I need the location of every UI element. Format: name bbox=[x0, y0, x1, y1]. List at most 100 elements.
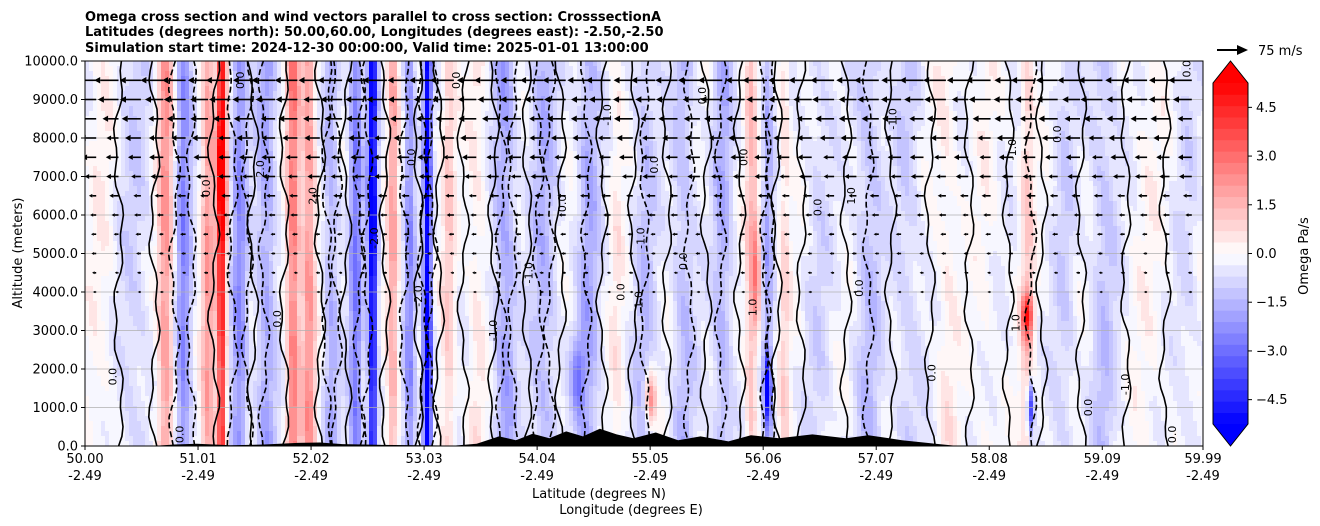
omega-cell bbox=[237, 321, 242, 327]
omega-cell bbox=[261, 246, 266, 252]
omega-cell bbox=[121, 246, 126, 252]
omega-cell bbox=[157, 356, 162, 362]
omega-cell bbox=[161, 131, 166, 137]
omega-cell bbox=[105, 236, 110, 242]
omega-cell bbox=[329, 316, 334, 322]
omega-cell bbox=[309, 216, 314, 222]
omega-cell bbox=[89, 246, 94, 252]
omega-cell bbox=[145, 171, 150, 177]
omega-cell bbox=[237, 401, 242, 407]
omega-cell bbox=[117, 126, 122, 132]
omega-cell bbox=[277, 231, 282, 237]
omega-cell bbox=[245, 256, 250, 262]
omega-cell bbox=[177, 351, 182, 357]
omega-cell bbox=[105, 436, 110, 442]
omega-cell bbox=[221, 401, 226, 407]
omega-cell bbox=[281, 221, 286, 227]
omega-cell bbox=[137, 321, 142, 327]
omega-cell bbox=[289, 421, 294, 427]
omega-cell bbox=[337, 111, 342, 117]
omega-cell bbox=[85, 161, 90, 167]
omega-cell bbox=[161, 201, 166, 207]
omega-cell bbox=[89, 436, 94, 442]
omega-cell bbox=[341, 376, 346, 382]
omega-cell bbox=[85, 176, 90, 182]
omega-cell bbox=[97, 371, 102, 377]
omega-cell bbox=[141, 301, 146, 307]
omega-cell bbox=[229, 351, 234, 357]
omega-cell bbox=[225, 71, 230, 77]
omega-cell bbox=[89, 381, 94, 387]
omega-cell bbox=[137, 106, 142, 112]
omega-cell bbox=[177, 321, 182, 327]
omega-cell bbox=[133, 126, 138, 132]
omega-cell bbox=[233, 281, 238, 287]
omega-cell bbox=[221, 431, 226, 437]
omega-cell bbox=[293, 311, 298, 317]
omega-cell bbox=[181, 391, 186, 397]
omega-cell bbox=[161, 341, 166, 347]
omega-cell bbox=[333, 146, 338, 152]
omega-cell bbox=[105, 286, 110, 292]
omega-cell bbox=[205, 181, 210, 187]
omega-cell bbox=[253, 216, 258, 222]
omega-cell bbox=[169, 411, 174, 417]
omega-cell bbox=[109, 331, 114, 337]
omega-cell bbox=[145, 221, 150, 227]
omega-cell bbox=[137, 91, 142, 97]
omega-cell bbox=[93, 311, 98, 317]
omega-cell bbox=[237, 311, 242, 317]
omega-cell bbox=[89, 91, 94, 97]
omega-cell bbox=[229, 271, 234, 277]
omega-cell bbox=[161, 431, 166, 437]
omega-cell bbox=[113, 296, 118, 302]
omega-cell bbox=[193, 156, 198, 162]
omega-cell bbox=[141, 426, 146, 432]
omega-cell bbox=[241, 431, 246, 437]
omega-cell bbox=[109, 61, 114, 67]
omega-cell bbox=[161, 306, 166, 312]
omega-cell bbox=[133, 331, 138, 337]
omega-cell bbox=[297, 121, 302, 127]
omega-cell bbox=[233, 421, 238, 427]
omega-cell bbox=[333, 181, 338, 187]
omega-cell bbox=[169, 151, 174, 157]
omega-cell bbox=[261, 91, 266, 97]
omega-cell bbox=[129, 276, 134, 282]
omega-cell bbox=[185, 126, 190, 132]
omega-cell bbox=[273, 151, 278, 157]
omega-cell bbox=[241, 391, 246, 397]
omega-cell bbox=[297, 356, 302, 362]
omega-cell bbox=[321, 391, 326, 397]
omega-cell bbox=[109, 246, 114, 252]
omega-cell bbox=[241, 221, 246, 227]
omega-cell bbox=[105, 186, 110, 192]
omega-cell bbox=[189, 361, 194, 367]
omega-cell bbox=[241, 111, 246, 117]
omega-cell bbox=[153, 306, 158, 312]
omega-cell bbox=[149, 206, 154, 212]
omega-cell bbox=[161, 351, 166, 357]
omega-cell bbox=[293, 396, 298, 402]
omega-cell bbox=[165, 91, 170, 97]
omega-cell bbox=[169, 236, 174, 242]
omega-cell bbox=[117, 111, 122, 117]
omega-cell bbox=[269, 71, 274, 77]
omega-cell bbox=[149, 271, 154, 277]
omega-cell bbox=[217, 276, 222, 282]
omega-cell bbox=[209, 311, 214, 317]
omega-cell bbox=[93, 421, 98, 427]
omega-cell bbox=[113, 266, 118, 272]
omega-cell bbox=[209, 231, 214, 237]
omega-cell bbox=[121, 196, 126, 202]
omega-cell bbox=[189, 231, 194, 237]
omega-cell bbox=[169, 306, 174, 312]
omega-cell bbox=[129, 231, 134, 237]
omega-cell bbox=[245, 101, 250, 107]
omega-cell bbox=[153, 356, 158, 362]
omega-cell bbox=[177, 241, 182, 247]
omega-cell bbox=[117, 246, 122, 252]
omega-cell bbox=[189, 351, 194, 357]
omega-cell bbox=[281, 361, 286, 367]
omega-cell bbox=[245, 411, 250, 417]
